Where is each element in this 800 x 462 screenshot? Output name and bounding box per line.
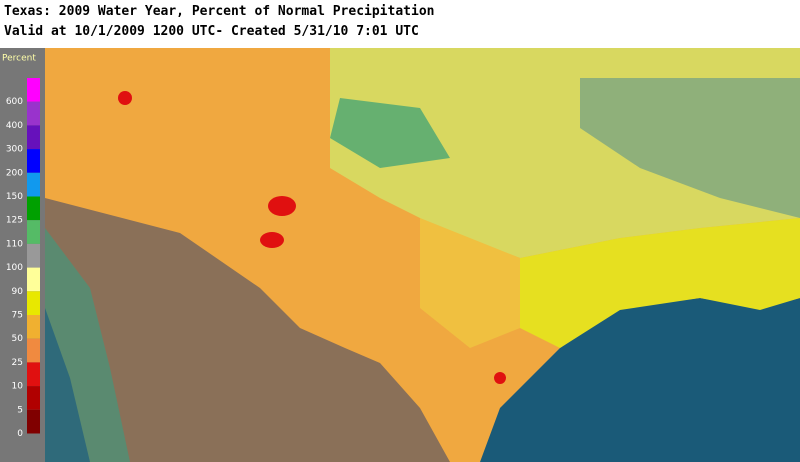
legend-swatch [27, 172, 40, 197]
legend-swatch [27, 101, 40, 126]
central-texas [420, 218, 520, 348]
legend-swatch [27, 315, 40, 339]
legend-label: 25 [12, 358, 23, 368]
legend-title: Percent [2, 54, 36, 64]
legend-label: 90 [12, 287, 24, 297]
legend-swatch [27, 149, 40, 173]
legend-label: 75 [12, 311, 23, 321]
map: Percent 60040030020015012511010090755025… [0, 48, 800, 462]
gulf-of-mexico [480, 298, 800, 462]
legend-swatch [27, 409, 40, 434]
title: Texas: 2009 Water Year, Percent of Norma… [4, 4, 435, 19]
legend-label: 110 [6, 239, 23, 249]
legend-swatch [27, 386, 40, 410]
legend-swatch [27, 362, 40, 387]
wet-northeast [580, 78, 800, 218]
legend-swatch [27, 220, 40, 244]
header: Texas: 2009 Water Year, Percent of Norma… [0, 0, 800, 48]
dry-spot [118, 91, 132, 105]
legend-label: 600 [6, 97, 23, 107]
legend-swatch [27, 243, 40, 268]
dry-spot [260, 232, 284, 248]
legend-swatch [27, 267, 40, 292]
legend-label: 125 [6, 216, 23, 226]
subtitle: Valid at 10/1/2009 1200 UTC- Created 5/3… [4, 24, 419, 39]
pacific-ocean [45, 308, 90, 462]
legend-label: 300 [6, 145, 23, 155]
legend-label: 400 [6, 121, 23, 131]
wet-panhandle [330, 98, 450, 168]
legend-swatch [27, 196, 40, 221]
legend-swatch [27, 125, 40, 150]
dry-spot [494, 372, 506, 384]
legend-label: 50 [12, 334, 24, 344]
legend-swatch [27, 291, 40, 315]
legend-label: 150 [6, 192, 23, 202]
mexico-terrain [45, 198, 450, 462]
legend-label: 100 [6, 263, 23, 273]
legend-label: 5 [17, 405, 23, 415]
legend-label: 200 [6, 168, 23, 178]
legend-swatch [27, 78, 40, 102]
legend-label: 0 [17, 429, 23, 439]
legend-swatch [27, 338, 40, 363]
dry-spot [268, 196, 296, 216]
east-texas [520, 218, 800, 348]
legend-label: 10 [12, 382, 24, 392]
